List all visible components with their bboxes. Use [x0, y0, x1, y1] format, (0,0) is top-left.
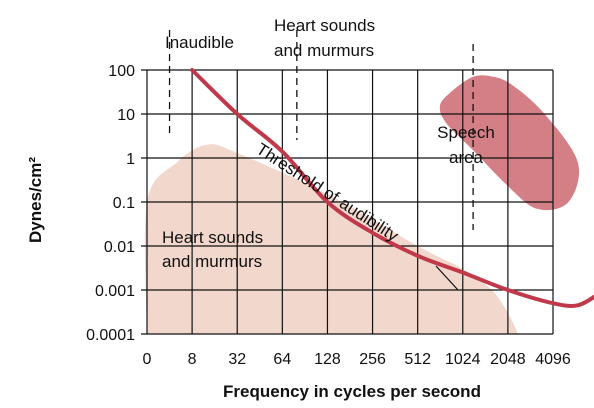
curve-label-leader: [435, 265, 459, 291]
speech-area-label-line2: area: [449, 148, 484, 167]
divider-lines: [168, 30, 474, 230]
x-tick-label: 64: [273, 351, 291, 368]
y-tick-label: 1: [126, 151, 135, 168]
top-heart-sounds-label-line2: and murmurs: [274, 41, 374, 60]
y-tick-label: 0.001: [95, 283, 135, 300]
speech-area-region: [439, 75, 580, 211]
x-tick-label: 8: [188, 351, 197, 368]
x-tick-label: 2048: [490, 351, 526, 368]
x-tick-label: 256: [359, 351, 386, 368]
y-tick-label: 0.01: [104, 239, 135, 256]
x-axis-title: Frequency in cycles per second: [223, 382, 481, 401]
threshold-curve: [190, 68, 594, 308]
x-tick-label: 128: [314, 351, 341, 368]
top-heart-sounds-label-line1: Heart sounds: [274, 16, 375, 35]
x-tick-label: 32: [228, 351, 246, 368]
curves-layer: [190, 68, 594, 308]
x-tick-label: 4096: [535, 351, 571, 368]
heart-sounds-region: [144, 144, 519, 334]
heart-sounds-label-line2: and murmurs: [162, 252, 262, 271]
regions-layer: [144, 75, 580, 334]
y-tick-label: 100: [108, 63, 135, 80]
x-tick-label: 1024: [445, 351, 481, 368]
speech-area-label-line1: Speech: [437, 123, 495, 142]
x-tick-label: 512: [404, 351, 431, 368]
y-tick-label: 0.1: [113, 195, 135, 212]
y-axis-title: Dynes/cm²: [26, 157, 45, 243]
tick-labels: 0 8 32 64 128 256 512 1024 2048 4096 100 10 1 0.1 0.01…: [86, 63, 571, 368]
inaudible-label: Inaudible: [165, 33, 234, 52]
heart-sounds-label-line1: Heart sounds: [162, 228, 263, 247]
y-tick-label: 10: [117, 107, 135, 124]
x-tick-label: 0: [143, 351, 152, 368]
y-tick-label: 0.0001: [86, 327, 135, 344]
